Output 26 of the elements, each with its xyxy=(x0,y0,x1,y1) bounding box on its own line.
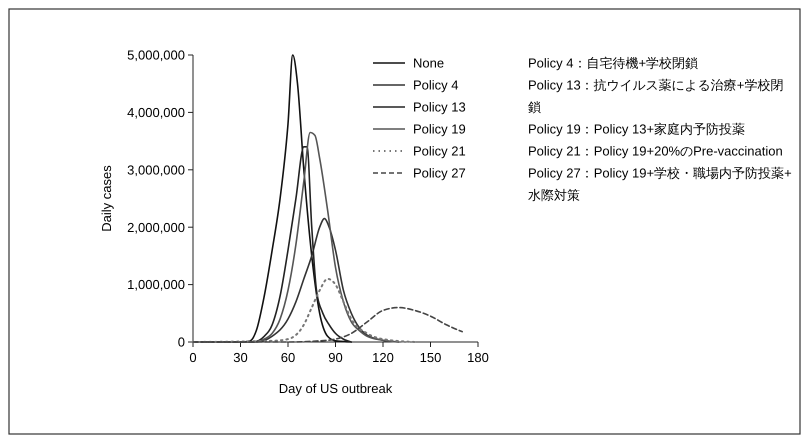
x-tick-label: 150 xyxy=(420,350,442,365)
y-axis-title: Daily cases xyxy=(99,164,114,232)
text: Policy 21：Policy 19+20%のPre-vaccination xyxy=(528,144,783,159)
x-tick-label: 120 xyxy=(372,350,394,365)
text: Policy 4：自宅待機+学校閉鎖 xyxy=(528,56,698,71)
legend-label: Policy 21 xyxy=(413,144,466,159)
x-tick-label: 90 xyxy=(328,350,343,365)
legend-label: Policy 13 xyxy=(413,100,466,115)
x-tick-label: 60 xyxy=(280,350,296,365)
y-tick-label: 2,000,000 xyxy=(127,220,185,235)
x-tick-label: 180 xyxy=(467,350,489,365)
y-tick-label: 3,000,000 xyxy=(127,162,185,178)
legend-label: Policy 27 xyxy=(413,166,466,181)
legend-label: None xyxy=(413,56,444,71)
y-tick-label: 1,000,000 xyxy=(127,277,185,292)
x-tick-label: 30 xyxy=(233,350,248,365)
text: Policy 27：Policy 19+学校・職場内予防投薬+水際対策 xyxy=(528,166,792,203)
x-axis-title: Day of US outbreak xyxy=(278,381,393,396)
legend-label: Policy 19 xyxy=(413,122,466,137)
y-tick-label: 0 xyxy=(178,334,185,350)
x-tick-label: 0 xyxy=(189,350,197,365)
text: Policy 19：Policy 13+家庭内予防投薬 xyxy=(528,122,746,137)
y-tick-label: 5,000,000 xyxy=(127,48,185,63)
y-tick-label: 4,000,000 xyxy=(127,104,185,120)
legend-label: Policy 4 xyxy=(413,78,459,93)
text: Policy 13：抗ウイルス薬による治療+学校閉鎖 xyxy=(528,78,784,115)
